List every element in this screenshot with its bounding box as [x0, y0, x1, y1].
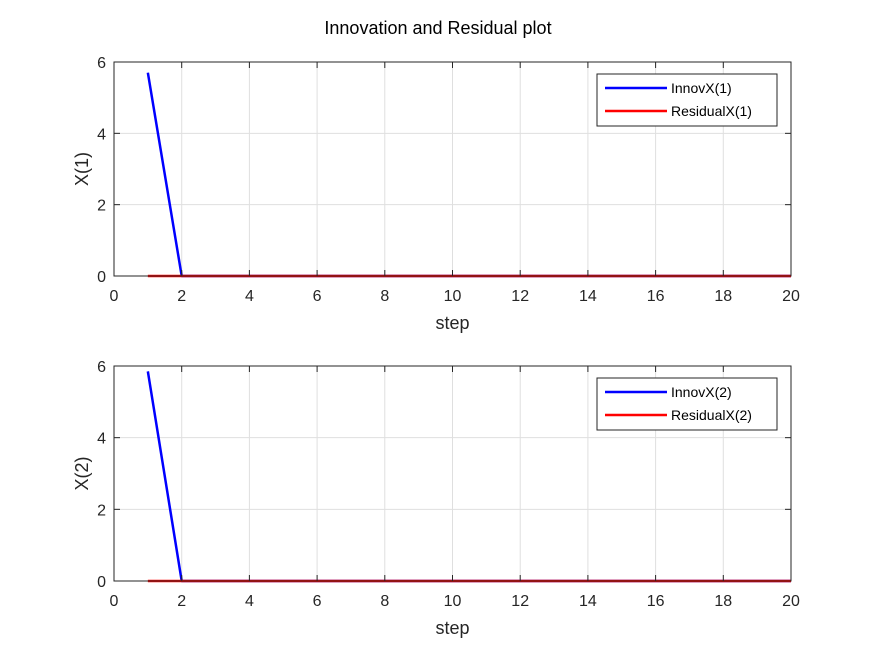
x-tick-label: 12	[511, 288, 529, 305]
legend-label: InnovX(1)	[671, 80, 732, 96]
legend-label: InnovX(2)	[671, 384, 732, 400]
x-tick-label: 6	[313, 288, 322, 305]
x-tick-label: 2	[177, 288, 186, 305]
x-tick-label: 20	[782, 593, 800, 610]
x-tick-label: 10	[444, 593, 462, 610]
x-tick-label: 0	[110, 288, 119, 305]
x-tick-label: 4	[245, 593, 254, 610]
legend-box	[596, 377, 778, 431]
x-axis-label: step	[435, 618, 469, 638]
x-tick-label: 4	[245, 288, 254, 305]
x-axis-label: step	[435, 313, 469, 333]
legend: InnovX(1) ResidualX(1)	[596, 73, 778, 127]
x-tick-label: 16	[647, 288, 665, 305]
x-tick-label: 8	[380, 593, 389, 610]
x-tick-label: 18	[714, 593, 732, 610]
x-tick-label: 20	[782, 288, 800, 305]
y-tick-label: 2	[97, 502, 106, 519]
x-tick-label: 16	[647, 593, 665, 610]
y-tick-label: 4	[97, 126, 106, 143]
y-tick-label: 6	[97, 359, 106, 376]
x-tick-label: 2	[177, 593, 186, 610]
y-axis-label: X(2)	[72, 456, 92, 490]
legend-box	[596, 73, 778, 127]
figure-title: Innovation and Residual plot	[324, 18, 551, 38]
y-tick-label: 0	[97, 574, 106, 591]
x-tick-label: 0	[110, 593, 119, 610]
y-tick-label: 4	[97, 431, 106, 448]
x-tick-label: 8	[380, 288, 389, 305]
x-tick-label: 12	[511, 593, 529, 610]
y-tick-label: 6	[97, 55, 106, 72]
y-axis-label: X(1)	[72, 152, 92, 186]
y-tick-label: 2	[97, 198, 106, 215]
x-tick-label: 6	[313, 593, 322, 610]
legend-label: ResidualX(1)	[671, 103, 752, 119]
legend: InnovX(2) ResidualX(2)	[596, 377, 778, 431]
y-tick-label: 0	[97, 269, 106, 286]
subplot-1: 0 2 4 6 8 10 12 14 16 18 20 0 2 4 6 step X(1) InnovX(1) Re…	[72, 55, 800, 333]
subplot-2: 0 2 4 6 8 10 12 14 16 18 20 0 2 4 6 step X(2) InnovX(2) Re…	[72, 359, 800, 638]
x-tick-label: 14	[579, 593, 597, 610]
legend-label: ResidualX(2)	[671, 407, 752, 423]
x-tick-label: 18	[714, 288, 732, 305]
x-tick-label: 14	[579, 288, 597, 305]
x-tick-label: 10	[444, 288, 462, 305]
